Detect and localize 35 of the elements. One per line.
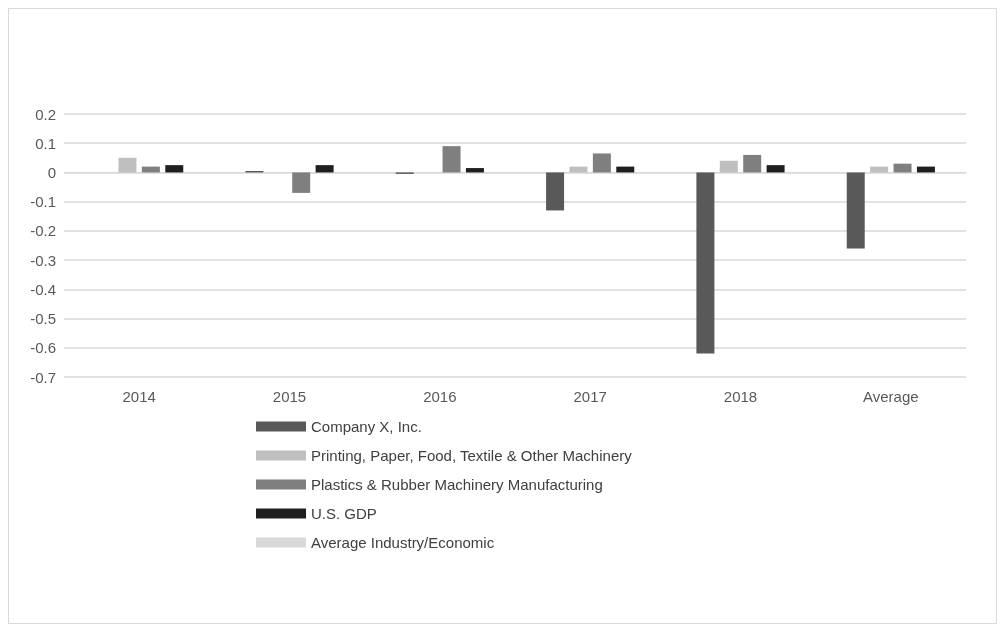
bar (165, 165, 184, 173)
y-tick-label: 0.1 (35, 134, 56, 152)
y-tick-label: 0.2 (35, 105, 56, 123)
bar (719, 160, 738, 173)
y-tick-label: -0.2 (30, 222, 56, 240)
y-tick-label: -0.7 (30, 368, 56, 386)
y-tick-label: -0.5 (30, 310, 56, 328)
x-tick-label: 2016 (423, 388, 457, 405)
x-tick-label: 2018 (723, 388, 758, 405)
bar (465, 168, 484, 173)
y-tick-label: -0.6 (30, 339, 56, 357)
y-tick-label: 0 (47, 163, 56, 181)
x-tick-label: 2015 (272, 388, 307, 405)
x-tick-label: Average (863, 388, 919, 405)
y-tick-label: -0.1 (30, 193, 56, 211)
legend-label: Average Industry/Economic (311, 534, 495, 551)
legend-label: Company X, Inc. (311, 418, 422, 435)
bar (315, 165, 334, 173)
bar (546, 172, 565, 211)
bar (846, 172, 865, 249)
bar (696, 172, 715, 354)
legend-label: U.S. GDP (311, 505, 377, 522)
legend-label: Plastics & Rubber Machinery Manufacturing (311, 476, 603, 493)
y-tick-label: -0.3 (30, 251, 56, 269)
bar (442, 146, 461, 173)
bar (292, 172, 311, 193)
bar (118, 157, 137, 173)
bar (893, 163, 912, 173)
y-tick-label: -0.4 (30, 280, 56, 298)
x-tick-label: 2017 (573, 388, 607, 405)
x-tick-label: 2014 (122, 388, 156, 405)
bar (592, 153, 611, 173)
bar (766, 165, 785, 173)
bar (743, 154, 762, 173)
legend-label: Printing, Paper, Food, Textile & Other Machinery (311, 447, 633, 464)
